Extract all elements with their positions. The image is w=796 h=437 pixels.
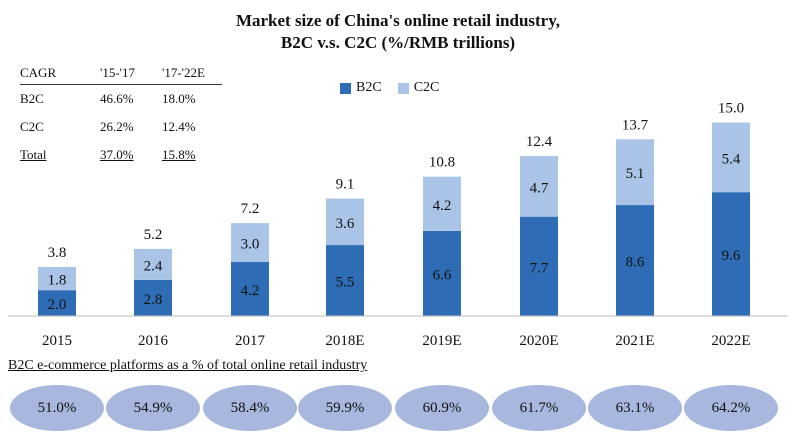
bar-c2c: [134, 248, 172, 280]
bar-c2c: [616, 139, 654, 206]
bar-c2c: [423, 176, 461, 231]
cagr-row-value: 37.0%: [100, 147, 134, 162]
legend-label-b2c: B2C: [356, 80, 382, 95]
cagr-header-period2: '17-'22E: [162, 65, 205, 80]
label-total: 15.0: [718, 101, 744, 117]
label-b2c: 2.8: [144, 292, 163, 308]
label-b2c: 7.7: [530, 260, 549, 276]
label-c2c: 3.6: [336, 216, 355, 232]
b2c-share-oval: 54.9%: [106, 385, 200, 431]
chart-title-line2: B2C v.s. C2C (%/RMB trillions): [280, 33, 516, 52]
cagr-row-label: C2C: [20, 119, 44, 134]
cagr-row-value: 18.0%: [162, 91, 196, 106]
label-b2c: 8.6: [626, 255, 645, 271]
x-tick-label: 2022E: [711, 333, 750, 349]
cagr-table: CAGR '15-'17 '17-'22E B2C 46.6% 18.0% C2…: [20, 62, 222, 169]
bar-b2c: [231, 261, 269, 316]
label-b2c: 5.5: [336, 275, 355, 291]
bar-b2c: [616, 205, 654, 316]
label-c2c: 4.2: [433, 198, 452, 214]
label-b2c: 2.0: [48, 297, 67, 313]
label-total: 12.4: [526, 134, 553, 150]
x-tick-label: 2015: [42, 333, 72, 349]
cagr-header-row: CAGR '15-'17 '17-'22E: [20, 62, 222, 85]
label-total: 3.8: [48, 245, 67, 261]
cagr-header-period1: '15-'17: [100, 65, 136, 80]
cagr-row-c2c: C2C 26.2% 12.4%: [20, 113, 222, 141]
label-c2c: 5.1: [626, 166, 645, 182]
bar-c2c: [520, 156, 558, 217]
bar-c2c: [38, 266, 76, 291]
bar-c2c: [712, 122, 750, 193]
bar-c2c: [231, 223, 269, 262]
b2c-share-title: B2C e-commerce platforms as a % of total…: [8, 358, 368, 373]
cagr-row-total: Total 37.0% 15.8%: [20, 141, 222, 169]
label-total: 9.1: [336, 177, 355, 193]
chart-legend: B2C C2C: [340, 80, 455, 96]
label-b2c: 6.6: [433, 267, 452, 283]
label-c2c: 3.0: [241, 236, 260, 252]
bar-b2c: [712, 192, 750, 316]
cagr-row-value: 15.8%: [162, 147, 196, 162]
b2c-share-oval: 59.9%: [298, 385, 392, 431]
label-c2c: 5.4: [722, 151, 741, 167]
label-b2c: 4.2: [241, 283, 260, 299]
label-c2c: 4.7: [530, 180, 549, 196]
chart-title: Market size of China's online retail ind…: [170, 10, 626, 54]
x-tick-label: 2020E: [519, 333, 558, 349]
legend-item-b2c: B2C: [340, 80, 382, 96]
cagr-row-value: 12.4%: [162, 119, 196, 134]
b2c-share-oval: 58.4%: [203, 385, 297, 431]
b2c-share-oval: 51.0%: [10, 385, 104, 431]
cagr-row-label: B2C: [20, 91, 44, 106]
chart-title-line1: Market size of China's online retail ind…: [235, 11, 561, 30]
bar-chart: 2.0 1.8 3.8 2015 2.8 2.4 5.2 2016 4.2 3.0 7.2 2017 5…: [8, 101, 788, 349]
label-b2c: 9.6: [722, 248, 741, 264]
bar-b2c: [520, 216, 558, 316]
b2c-share-row: 51.0% 54.9% 58.4% 59.9% 60.9% 61.7% 63.1% 64.2%: [8, 385, 790, 433]
bar-b2c: [423, 230, 461, 316]
label-total: 13.7: [622, 117, 649, 133]
cagr-row-value: 46.6%: [100, 91, 134, 106]
x-tick-label: 2021E: [615, 333, 654, 349]
legend-label-c2c: C2C: [413, 80, 440, 95]
label-total: 7.2: [241, 201, 260, 217]
legend-swatch-b2c: [340, 82, 351, 94]
bar-b2c: [326, 245, 364, 316]
x-tick-label: 2016: [138, 333, 169, 349]
bar-c2c: [326, 198, 364, 246]
b2c-share-oval: 64.2%: [684, 385, 778, 431]
bar-b2c: [38, 290, 76, 316]
cagr-row-b2c: B2C 46.6% 18.0%: [20, 85, 222, 113]
label-total: 5.2: [144, 227, 163, 243]
label-total: 10.8: [429, 155, 455, 171]
cagr-row-label: Total: [20, 147, 47, 162]
cagr-row-value: 26.2%: [100, 119, 134, 134]
x-tick-label: 2019E: [422, 333, 461, 349]
b2c-share-oval: 61.7%: [492, 385, 586, 431]
label-c2c: 2.4: [144, 258, 163, 274]
cagr-header-label: CAGR: [20, 65, 57, 80]
b2c-share-oval: 60.9%: [395, 385, 489, 431]
bar-b2c: [134, 279, 172, 316]
legend-swatch-c2c: [397, 82, 409, 94]
legend-item-c2c: C2C: [397, 80, 440, 96]
x-tick-label: 2017: [235, 333, 266, 349]
x-tick-label: 2018E: [325, 333, 364, 349]
b2c-share-oval: 63.1%: [588, 385, 682, 431]
label-c2c: 1.8: [48, 273, 67, 289]
